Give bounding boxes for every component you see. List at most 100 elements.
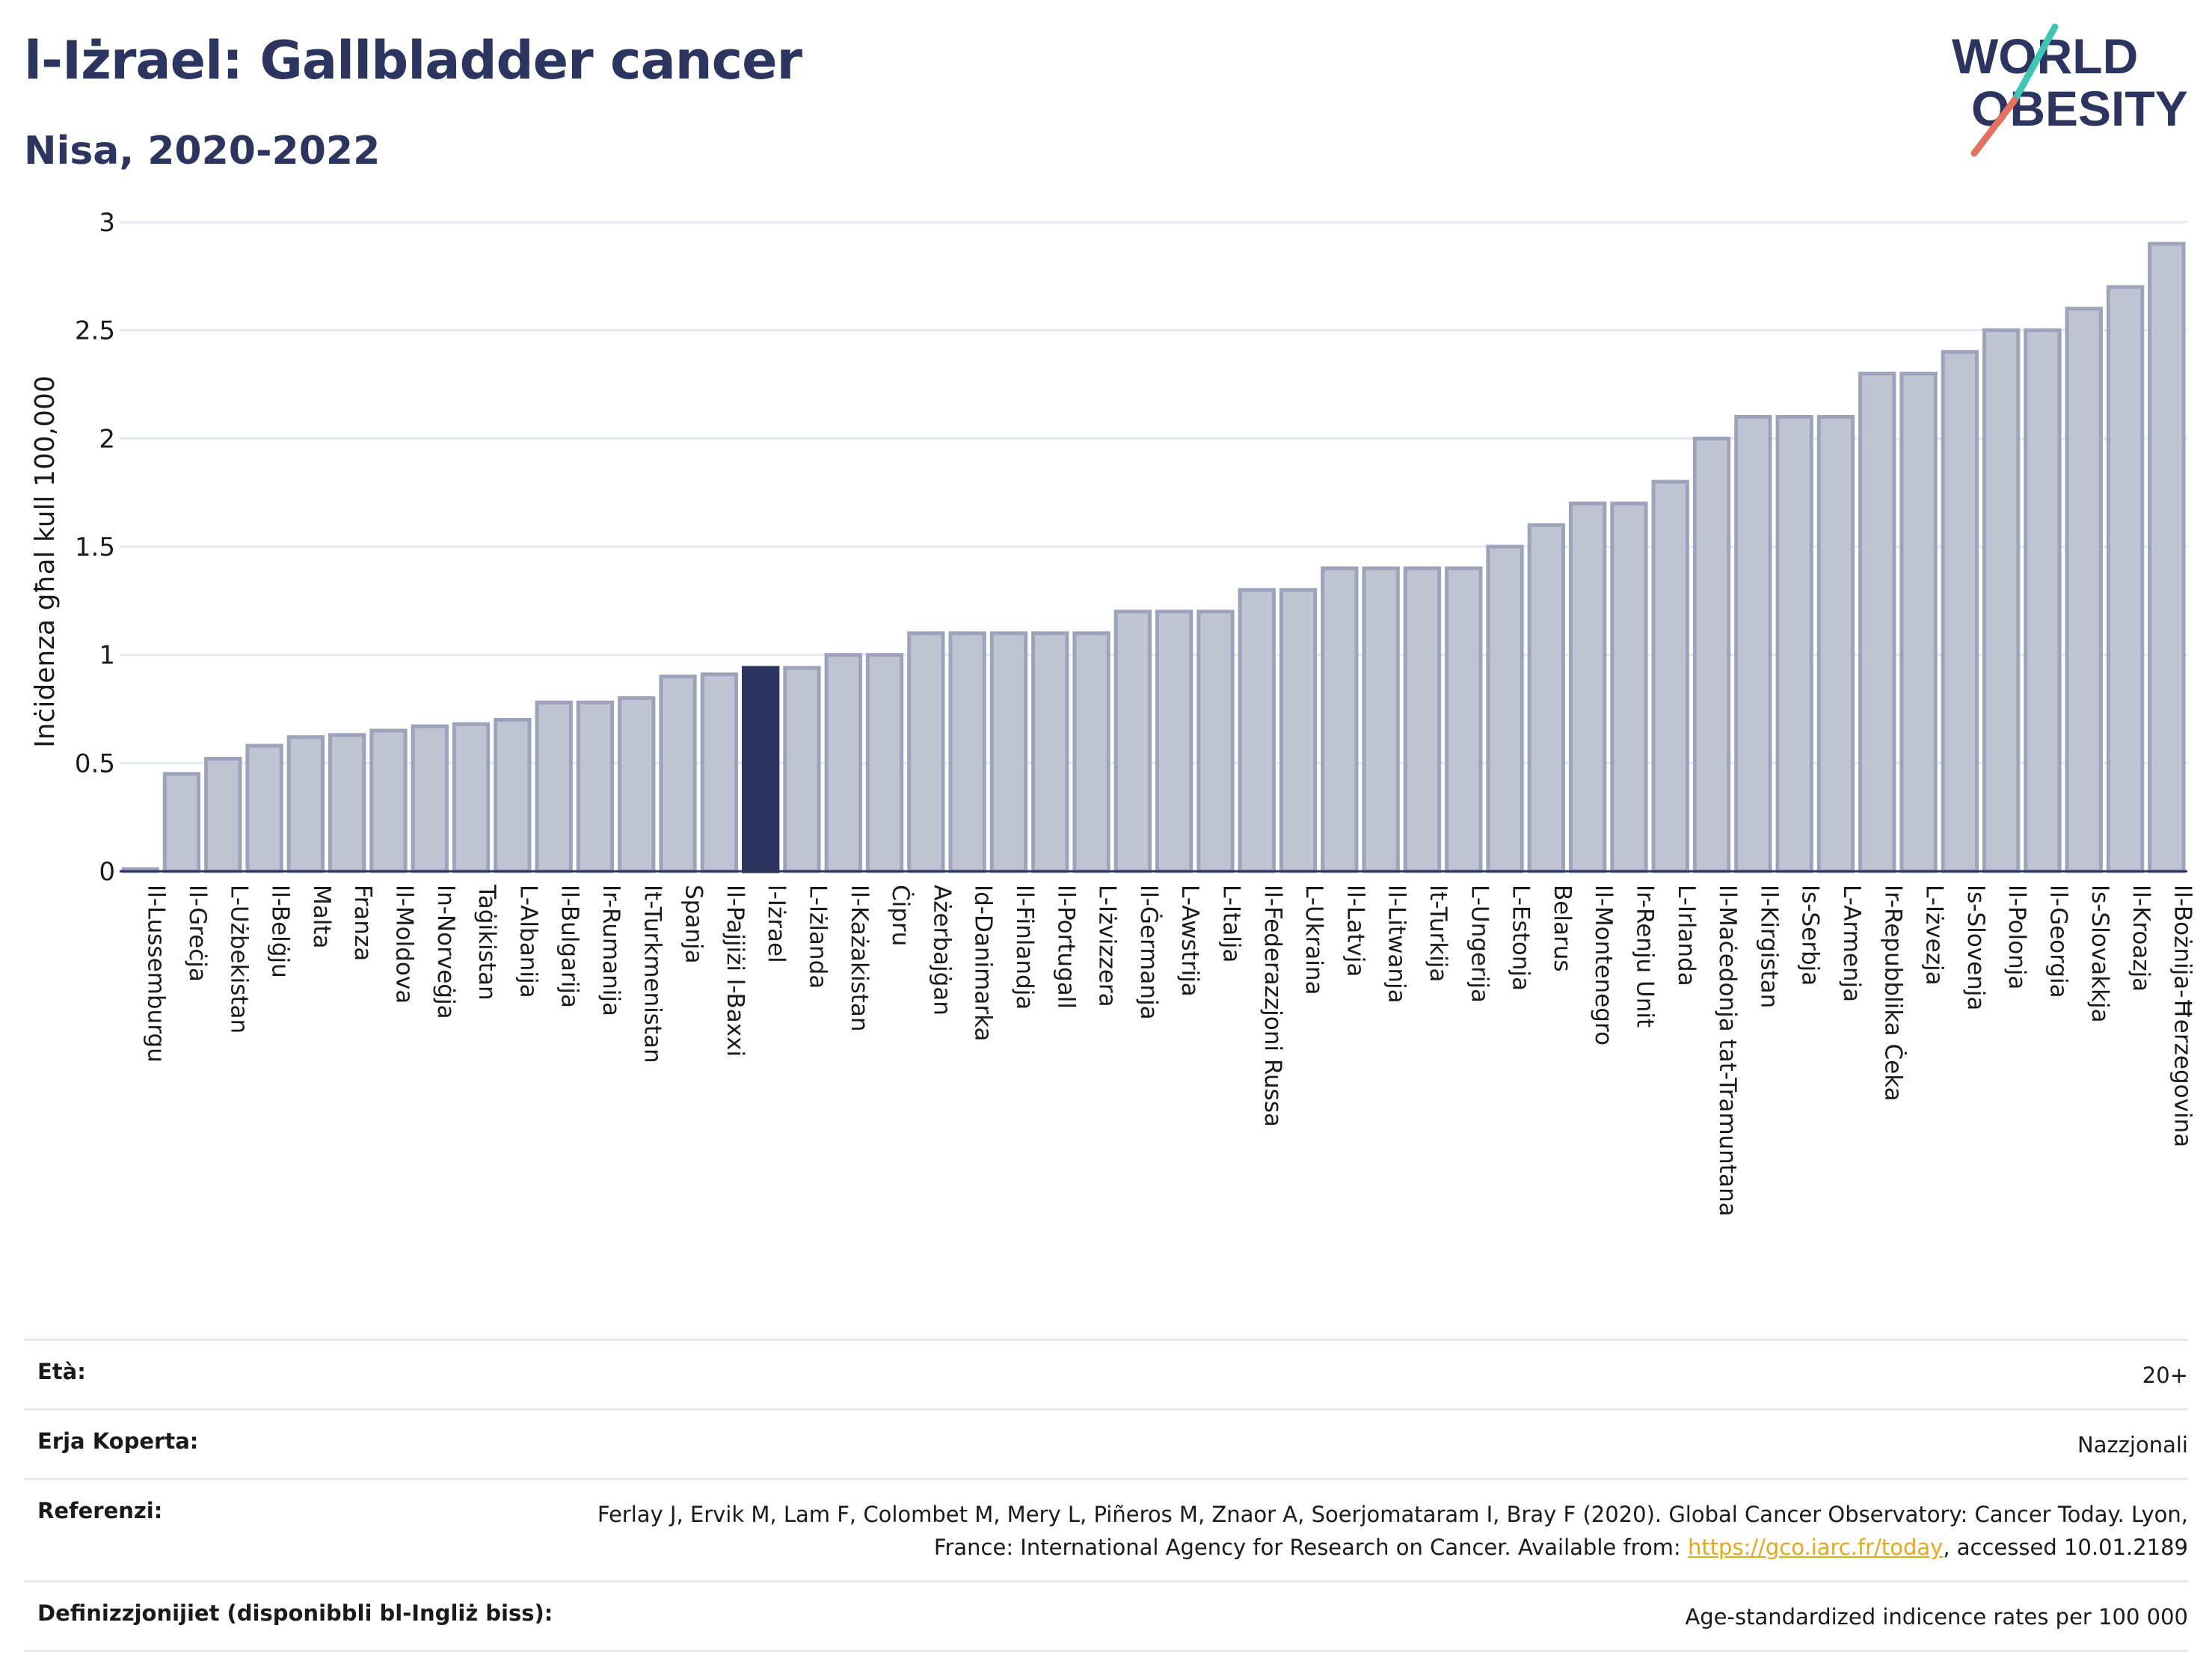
x-tick-label: Il-Każakistan (846, 885, 873, 1032)
x-tick-label: L-Irlanda (1673, 885, 1700, 986)
x-tick-label: Malta (308, 885, 335, 949)
references-link[interactable]: https://gco.iarc.fr/today (1687, 1535, 1944, 1560)
info-row-definitions: Definizzjonijiet (disponibbli bl-Ingliż … (24, 1580, 2188, 1652)
bar (576, 700, 615, 873)
x-tick-label: Ċipru (887, 885, 915, 946)
bar (1941, 350, 1979, 873)
info-row-age: Età: 20+ (24, 1339, 2188, 1408)
x-axis-labels: Il-Lussemburgu Il-Greċja L-Użbekistan Il-Be… (143, 884, 2196, 1217)
bar (824, 653, 862, 873)
bar (989, 631, 1028, 873)
bar (1321, 566, 1359, 873)
x-tick-label: l-Iżrael (763, 885, 790, 963)
x-tick-label: Il-Latvja (1342, 885, 1368, 977)
x-tick-label: Il-Federazzjoni Russa (1259, 885, 1286, 1127)
bar (452, 722, 491, 873)
references-text: Ferlay J, Ervik M, Lam F, Colombet M, Me… (597, 1502, 2188, 1560)
x-tick-label: In-Norveġja (432, 885, 459, 1019)
x-tick-label: Is-Slovakkja (2086, 885, 2113, 1023)
x-tick-label: L-Italja (1217, 885, 1244, 962)
definitions-label: Definizzjonijiet (disponibbli bl-Ingliż … (37, 1600, 553, 1626)
x-tick-label: Il-Maċedonja tat-Tramuntana (1714, 885, 1741, 1217)
x-tick-label: It-Turkija (1425, 885, 1451, 982)
bar (369, 728, 408, 873)
y-tick-label: 0.5 (75, 749, 115, 779)
bar (783, 666, 821, 873)
references-accessed: , accessed 10.01.2189 (1943, 1535, 2188, 1560)
bar (1031, 631, 1069, 873)
x-tick-label: Spanja (681, 885, 707, 964)
x-tick-label: Il-Lussemburgu (143, 885, 170, 1063)
info-row-references: Referenzi: Ferlay J, Ervik M, Lam F, Col… (24, 1478, 2188, 1580)
bar (162, 772, 201, 873)
bar (907, 631, 945, 873)
bar (1775, 414, 1813, 873)
bar (1734, 414, 1772, 873)
bar (618, 696, 656, 873)
info-row-coverage: Erja Koperta: Nazzjonali (24, 1408, 2188, 1478)
bar (1610, 501, 1648, 873)
logo-word-obesity: OBESITY (1971, 81, 2188, 136)
x-tick-label: L-Armenja (1838, 885, 1865, 1002)
x-tick-label: L-Estonja (1508, 885, 1534, 991)
x-tick-label: L-Ukraina (1300, 885, 1327, 995)
coverage-value: Nazzjonali (2077, 1432, 2188, 1458)
bar (1362, 566, 1400, 873)
x-tick-label: L-Awstrija (1176, 885, 1203, 997)
y-tick-label: 1.5 (75, 532, 115, 562)
x-tick-label: Is-Serbja (1797, 885, 1824, 986)
info-table: Età: 20+ Erja Koperta: Nazzjonali Refere… (24, 1339, 2188, 1652)
x-tick-label: Il-Litwanja (1383, 885, 1410, 1004)
bars (120, 242, 2187, 873)
coverage-label: Erja Koperta: (37, 1428, 199, 1454)
bar (1816, 414, 1855, 873)
x-tick-label: It-Turkmenistan (639, 885, 666, 1063)
bar (286, 735, 325, 873)
x-tick-label: Il-Finlandja (1011, 885, 1038, 1010)
x-tick-label: Ażerbajġan (928, 885, 955, 1016)
bar (1445, 566, 1483, 873)
age-label: Età: (37, 1359, 86, 1384)
bar (1238, 588, 1276, 873)
x-tick-label: Il-Greċja (184, 885, 211, 982)
x-tick-label: Taġikistan (473, 884, 500, 1001)
x-tick-label: L-Iżvezja (1921, 885, 1948, 986)
y-tick-label: 0 (99, 857, 115, 887)
references-value: Ferlay J, Ervik M, Lam F, Colombet M, Me… (580, 1498, 2188, 1564)
x-tick-label: Ir-Renju Unit (1631, 885, 1658, 1028)
bar (245, 743, 283, 873)
y-tick-label: 2 (99, 424, 115, 454)
x-tick-label: Il-Georgia (2044, 885, 2071, 998)
x-tick-label: Id-Danimarka (970, 885, 997, 1041)
age-value: 20+ (2142, 1363, 2188, 1388)
bar (2065, 307, 2103, 873)
bar (535, 700, 573, 873)
x-tick-label: L-Ungerija (1466, 885, 1493, 1003)
x-tick-label: Il-Bożnija-Ħerzegovina (2169, 885, 2196, 1147)
logo-slash-coral (1970, 96, 2018, 157)
x-tick-label: L-Albanija (514, 885, 541, 998)
bar (865, 653, 904, 873)
bar (2148, 242, 2186, 873)
x-tick-label: L-Iżlanda (804, 885, 831, 989)
bar-chart: 0 0.5 1 1.5 2 2.5 3 Il-Lussemburgu Il-Greċja L-U… (30, 208, 2196, 1217)
bar (1403, 566, 1442, 873)
bar (2106, 285, 2145, 873)
bar (1982, 328, 2021, 873)
y-tick-label: 2.5 (75, 316, 115, 346)
chart-subtitle: Nisa, 2020-2022 (24, 129, 381, 174)
logo-word-world: WORLD (1952, 28, 2138, 84)
x-tick-label: Ir-Repubblika Ċeka (1879, 885, 1907, 1102)
bar (1486, 544, 1524, 873)
bar (1692, 436, 1731, 873)
x-tick-label: Il-Pajjiżi l-Baxxi (722, 885, 749, 1057)
bar (700, 672, 739, 873)
x-tick-label: Ir-Rumanija (597, 885, 624, 1016)
x-tick-label: Il-Montenegro (1590, 885, 1617, 1045)
bar (1568, 501, 1607, 873)
bar (494, 717, 532, 873)
bar (1279, 588, 1318, 873)
x-tick-label: L-Użbekistan (225, 885, 252, 1034)
logo-slash-teal (2011, 23, 2059, 104)
x-tick-label: Franza (349, 885, 376, 961)
